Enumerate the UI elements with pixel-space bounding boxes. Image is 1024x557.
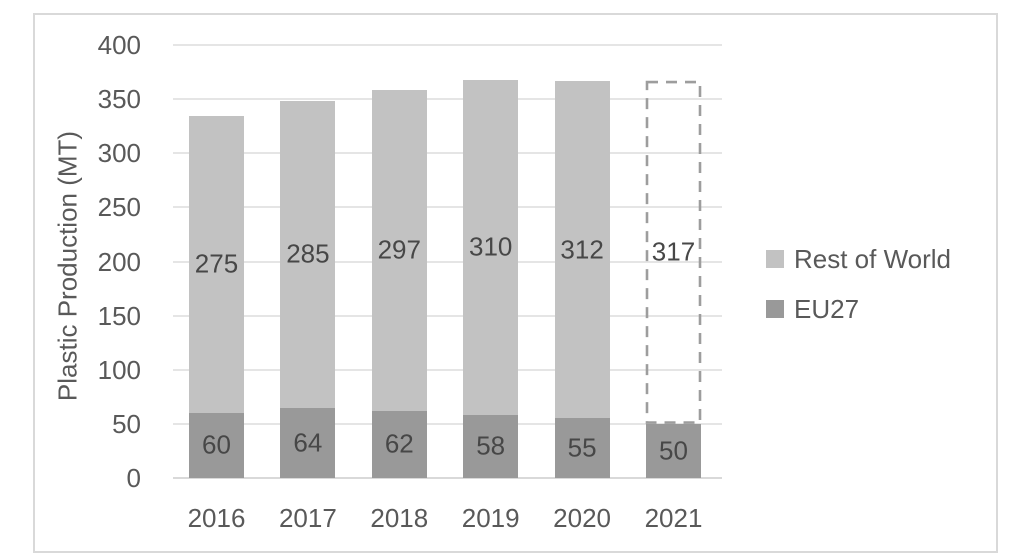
y-tick-label: 150 (97, 300, 141, 331)
bar-value-label-eu27: 50 (659, 435, 688, 466)
bar-segment-eu27 (280, 408, 336, 478)
bar-segment-eu27 (189, 412, 244, 478)
legend-label-eu27: EU27 (794, 293, 860, 324)
legend-label-rest-of-world: Rest of World (794, 243, 952, 274)
bar-value-label-eu27: 58 (476, 430, 506, 461)
gridline (173, 422, 722, 425)
bar-value-label-eu27: 55 (567, 432, 597, 463)
gridline (173, 260, 722, 263)
gridline (173, 206, 722, 209)
bar-segment-rest-of-world (463, 79, 519, 415)
y-tick-label: 400 (97, 30, 141, 61)
bar-segment-eu27 (554, 418, 610, 478)
bar-segment-rest-of-world (189, 115, 244, 413)
bar-segment-rest-of-world (554, 81, 610, 419)
x-tick-label: 2020 (553, 503, 612, 533)
bar-value-label-eu27: 64 (293, 427, 323, 458)
gridline (173, 98, 722, 101)
bar-value-label-rest-of-world: 275 (194, 248, 239, 279)
legend: Rest of World EU27 (766, 244, 951, 344)
bar-value-label-rest-of-world: 310 (468, 231, 513, 262)
gridline (173, 44, 722, 47)
bar-value-label-rest-of-world: 312 (560, 234, 604, 265)
y-tick-label: 350 (97, 84, 141, 115)
y-tick-label: 100 (97, 354, 141, 385)
x-tick-label: 2017 (278, 503, 337, 533)
bar-segment-eu27 (371, 410, 427, 478)
gridline (173, 152, 722, 155)
y-tick-label: 200 (97, 246, 141, 277)
legend-item-eu27: EU27 (766, 294, 951, 324)
legend-item-rest-of-world: Rest of World (766, 244, 951, 274)
x-tick-label: 2018 (370, 503, 429, 533)
bar-segment-eu27 (646, 423, 701, 478)
legend-swatch-eu27 (766, 300, 784, 318)
bar-value-label-rest-of-world: 297 (377, 234, 421, 265)
bar-value-label-eu27: 62 (384, 428, 414, 459)
legend-swatch-rest-of-world (766, 250, 784, 268)
x-tick-label: 2021 (644, 503, 703, 533)
bar-segment-rest-of-world (280, 100, 336, 409)
gridline (173, 368, 722, 371)
y-tick-label: 0 (126, 462, 141, 493)
gridline (173, 314, 722, 317)
bar-value-label-rest-of-world: 317 (651, 236, 696, 267)
bar-segment-rest-of-world (371, 89, 427, 411)
x-axis-line (173, 476, 722, 479)
y-tick-label: 300 (97, 138, 141, 169)
x-tick-label: 2016 (187, 503, 246, 533)
x-tick-label: 2019 (461, 503, 520, 533)
y-tick-label: 250 (97, 192, 141, 223)
bar-segment-eu27 (463, 414, 519, 478)
bar-value-label-rest-of-world: 285 (286, 238, 330, 269)
bar-value-label-eu27: 60 (202, 429, 231, 460)
y-tick-label: 50 (112, 408, 141, 439)
